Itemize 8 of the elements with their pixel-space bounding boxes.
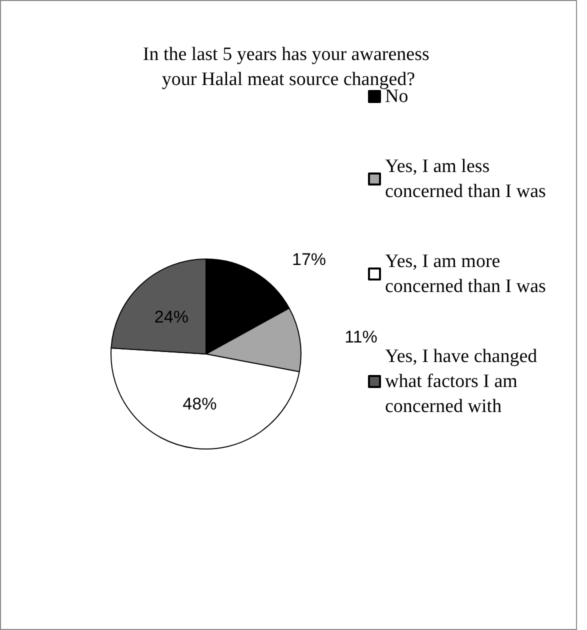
legend-label: Yes, I have changed what factors I am concerned with bbox=[385, 346, 542, 417]
data-label: 17% bbox=[292, 250, 326, 269]
legend-label: Yes, I am less concerned than I was bbox=[385, 156, 546, 202]
data-label: 48% bbox=[182, 394, 217, 414]
legend-label: Yes, I am more concerned than I was bbox=[385, 251, 546, 297]
chart-title: In the last 5 years has your awareness your Halal meat source changed? bbox=[142, 44, 434, 90]
data-label: 24% bbox=[154, 308, 188, 327]
data-label: 11% bbox=[344, 327, 378, 346]
